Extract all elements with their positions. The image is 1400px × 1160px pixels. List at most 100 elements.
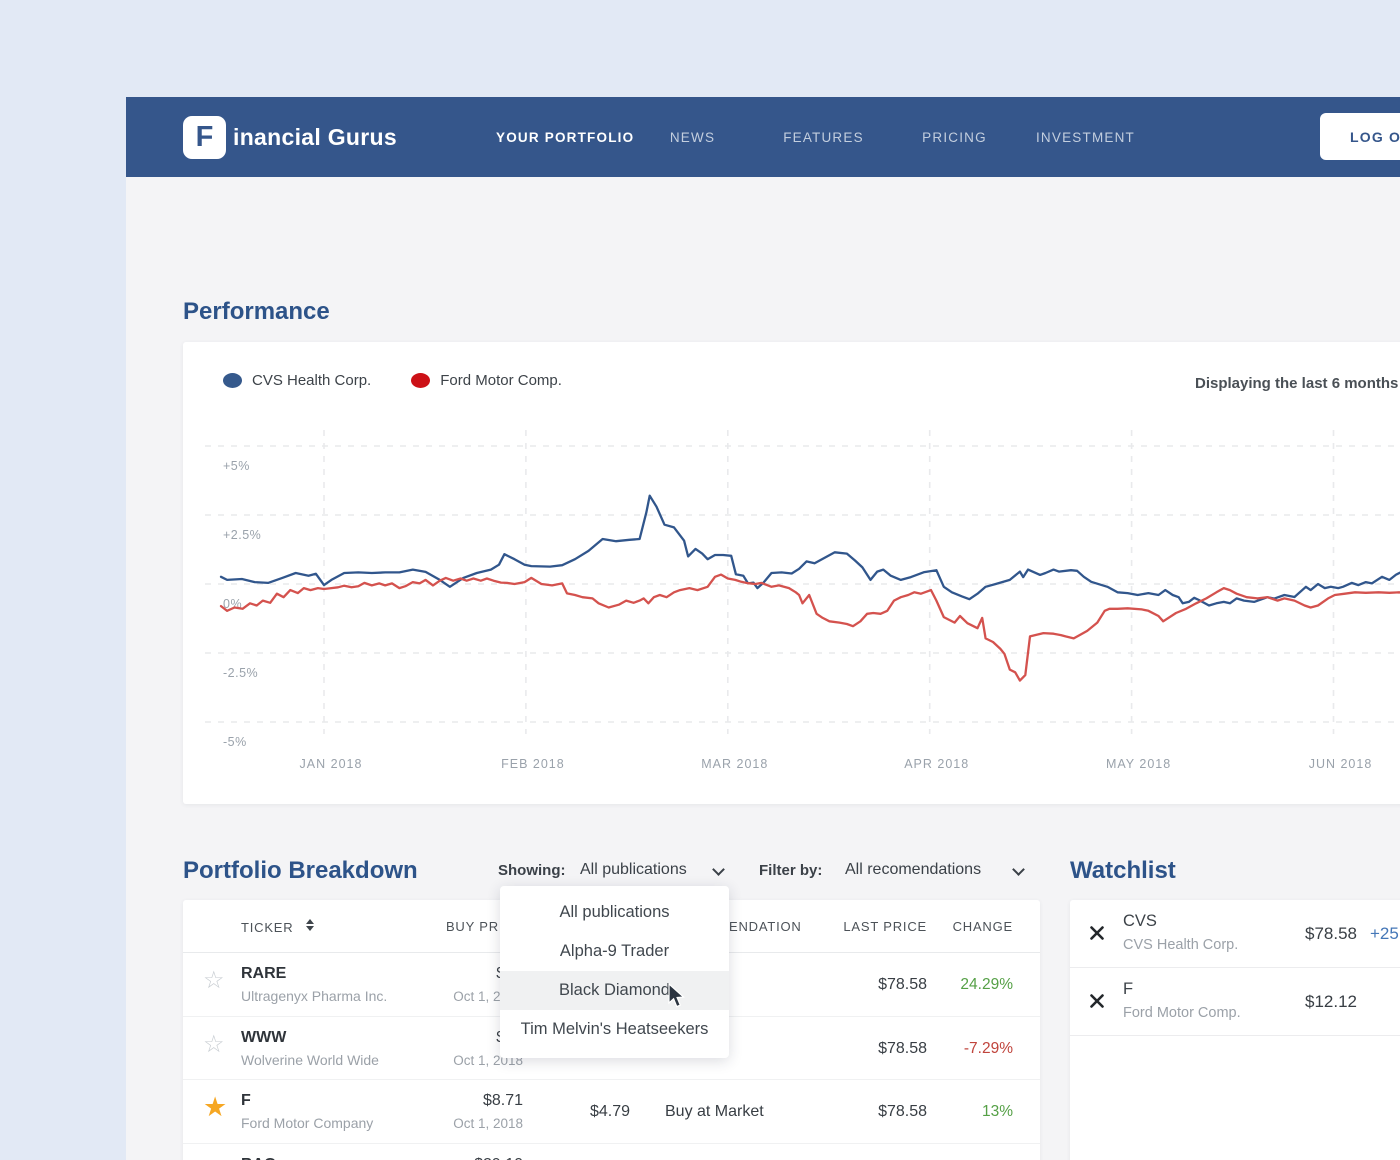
filter-select[interactable]: All recomendations (845, 861, 982, 878)
watchlist-card: CVS CVS Health Corp. $78.58 +25 F Ford Motor … (1070, 900, 1400, 1160)
dropdown-item-black-diamond[interactable]: Black Diamond (500, 971, 729, 1010)
legend-label: CVS Health Corp. (252, 372, 372, 389)
dropdown-item-tim-melvin-s-heatseekers[interactable]: Tim Melvin's Heatseekers (520, 1020, 709, 1038)
dropdown-item-all-publications[interactable]: All publications (559, 903, 670, 921)
chevron-down-icon[interactable] (1012, 863, 1025, 876)
brand-initial: F (195, 121, 214, 153)
nav-item-your-portfolio[interactable]: YOUR PORTFOLIO (496, 129, 635, 145)
sort-arrows-icon (305, 919, 314, 931)
showing-select[interactable]: All publications (580, 861, 687, 878)
brand-name: inancial Gurus (233, 124, 397, 150)
x-axis-tick-label: APR 2018 (904, 757, 969, 771)
legend-label: Ford Motor Comp. (440, 372, 562, 389)
nav-menu: YOUR PORTFOLIO NEWS FEATURES PRICING INVESTM… (496, 97, 1151, 177)
watchlist-change: +25 (1370, 924, 1399, 943)
nav-item-news[interactable]: NEWS (669, 129, 716, 145)
chart-legend: CVS Health Corp. Ford Motor Comp. (223, 372, 602, 389)
last-price-cell: $78.58 (878, 976, 927, 993)
legend-dot-icon (411, 373, 431, 388)
change-cell: 13% (981, 1103, 1013, 1120)
performance-chart-card: +5% +2.5% 0% -2.5% -5% JAN 2018 FEB 2018 MAR 20… (183, 342, 1400, 804)
company-name: Ford Motor Company (241, 1115, 374, 1131)
last-price-column-header: LAST PRICE (843, 919, 927, 934)
watchlist-body: CVS CVS Health Corp. $78.58 +25 F Ford Motor … (1070, 900, 1400, 1036)
ticker-cell: F Ford Motor Company (241, 1092, 373, 1131)
publications-dropdown-menu: All publications Alpha-9 Trader Black Diam… (500, 886, 729, 1058)
y-axis-tick-label: -5% (223, 735, 247, 749)
watchlist-company-name: Ford Motor Comp. (1123, 1005, 1241, 1021)
series-line-ford-motor-comp (219, 573, 1400, 682)
star-filled-icon[interactable]: ★ (203, 1092, 228, 1122)
x-axis-tick-label: FEB 2018 (501, 757, 565, 771)
company-name: Wolverine World Wide (241, 1051, 379, 1068)
ticker-symbol: WWW (241, 1028, 287, 1046)
table-row-bac[interactable]: ☆BACBank of America Corp$29.10Oct 1, 201… (183, 1144, 1040, 1160)
buy-date: Oct 1, 2018 (453, 1116, 523, 1131)
change-cell: 24.29% (960, 976, 1013, 993)
main-content: Performance +5% +2.5% 0% -2.5% -5% JAN 2018 FE… (126, 177, 1400, 1160)
showing-label: Showing: (498, 862, 566, 879)
mouse-cursor (668, 983, 685, 1008)
legend-item-cvs-health-corp: CVS Health Corp. (223, 372, 371, 389)
remove-from-watchlist-icon[interactable] (1090, 926, 1104, 940)
watchlist-row-f[interactable]: F Ford Motor Comp. $12.12 (1070, 968, 1400, 1036)
buy-price-value: $29.10 (383, 1156, 523, 1160)
x-axis-tick-label: MAY 2018 (1106, 757, 1171, 771)
performance-line-chart: +5%+2.5%0%-2.5%-5%JAN 2018 FEB 2018 MAR 20… (205, 430, 1400, 771)
filter-by-label: Filter by: (759, 862, 823, 879)
performance-section-title: Performance (183, 298, 330, 325)
ticker-column-header: TICKER (241, 920, 294, 935)
watchlist-ticker-symbol: CVS (1123, 912, 1157, 930)
remove-from-watchlist-icon[interactable] (1090, 994, 1104, 1008)
y-axis-tick-label: +5% (223, 459, 250, 473)
sell-price-cell: $4.79 (589, 1103, 630, 1120)
brand-logo[interactable]: F inancial Gurus (183, 116, 397, 159)
legend-item-ford-motor-comp: Ford Motor Comp. (411, 372, 562, 389)
ticker-symbol: RARE (241, 965, 287, 982)
nav-item-pricing[interactable]: PRICING (922, 129, 987, 145)
sort-by-ticker-control[interactable]: TICKER (241, 919, 314, 935)
star-outline-icon[interactable]: ☆ (203, 1030, 225, 1058)
brand-logo-icon: F (183, 116, 226, 159)
last-price-cell: $78.58 (878, 1039, 927, 1057)
portfolio-section-title: Portfolio Breakdown (183, 857, 418, 884)
watchlist-ticker-symbol: F (1123, 980, 1134, 998)
watchlist-section-title: Watchlist (1070, 857, 1176, 884)
change-cell: -7.29% (963, 1039, 1013, 1057)
star-outline-icon[interactable]: ☆ (203, 967, 225, 994)
nav-item-features[interactable]: FEATURES (783, 129, 864, 145)
log-out-button[interactable]: LOG OUT (1320, 113, 1400, 160)
watchlist-row-cvs[interactable]: CVS CVS Health Corp. $78.58 +25 (1070, 900, 1400, 968)
chart-range-note: Displaying the last 6 months (1195, 375, 1399, 392)
nav-item-investment[interactable]: INVESTMENT (1035, 129, 1135, 145)
buy-price-cell: $29.10Oct 1, 2018 (383, 1156, 523, 1160)
x-axis-tick-label: JAN 2018 (300, 757, 363, 771)
y-axis-tick-label: -2.5% (223, 666, 258, 680)
y-axis-tick-label: +2.5% (223, 528, 261, 542)
watchlist-price: $78.58 (1305, 924, 1357, 943)
table-row-f[interactable]: ★ F Ford Motor Company $8.71 Oct 1, 2018 $4.7… (183, 1080, 1040, 1144)
watchlist-company-name: CVS Health Corp. (1123, 937, 1239, 953)
series-line-cvs-health-corp (219, 494, 1400, 607)
ticker-symbol: F (241, 1092, 251, 1109)
dropdown-item-alpha-9-trader[interactable]: Alpha-9 Trader (559, 942, 670, 960)
ticker-symbol: BAC (241, 1156, 377, 1160)
ticker-cell: RARE Ultragenyx Pharma Inc. (241, 965, 387, 1004)
buy-price-cell: $8.71 Oct 1, 2018 (383, 1092, 523, 1131)
top-navbar: F inancial Gurus YOUR PORTFOLIO NEWS FEATU… (126, 97, 1400, 177)
watchlist-price: $12.12 (1305, 992, 1357, 1011)
last-price-cell: $78.58 (878, 1103, 927, 1120)
watchlist-ticker-cell: F Ford Motor Comp. (1123, 980, 1241, 1021)
x-axis-tick-label: JUN 2018 (1309, 757, 1373, 771)
legend-dot-icon (223, 373, 242, 388)
app-window: F inancial Gurus YOUR PORTFOLIO NEWS FEATU… (126, 97, 1400, 1160)
change-column-header: CHANGE (952, 919, 1013, 934)
watchlist-ticker-cell: CVS CVS Health Corp. (1123, 912, 1238, 953)
ticker-cell: BACBank of America Corp (241, 1156, 377, 1160)
company-name: Ultragenyx Pharma Inc. (241, 988, 388, 1004)
chevron-down-icon[interactable] (712, 863, 725, 876)
ticker-cell: WWW Wolverine World Wide (241, 1029, 379, 1068)
buy-price-value: $8.71 (482, 1092, 523, 1109)
recommendation-cell: Buy at Market (665, 1103, 764, 1120)
